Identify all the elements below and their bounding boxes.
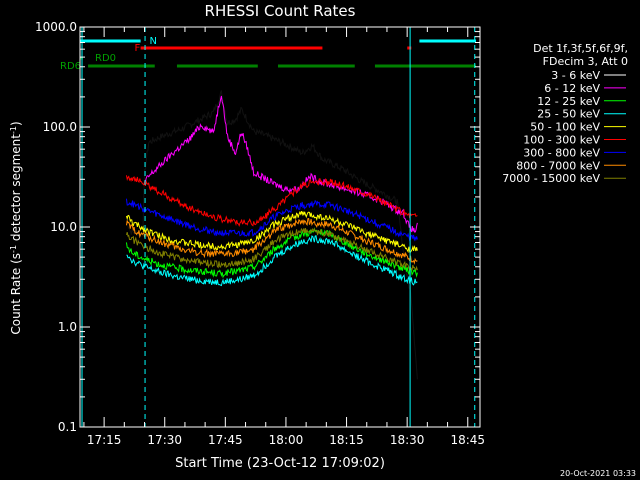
flag-bar-rd6-0 [88,64,155,68]
series-line-7000-15000-kev [125,227,418,272]
flag-bar-f-0 [140,46,323,50]
legend-label-50-100-kev: 50 - 100 keV [530,121,600,134]
series-line-12-25-kev [125,227,418,279]
y-tick-label: 0.1 [58,420,77,434]
y-tick-label: 10.0 [50,220,77,234]
flag-label-rd6: RD6 [60,61,81,72]
x-tick-label: 17:15 [87,433,122,447]
series-line-6-12-kev [144,95,418,233]
flag-bar-rd6-2 [277,64,355,68]
x-tick-label: 17:30 [147,433,182,447]
legend-label-7000-15000-kev: 7000 - 15000 keV [502,172,600,185]
legend-label-25-50-kev: 25 - 50 keV [537,108,600,121]
series-line-3-6-kev [125,90,418,380]
flag-label-n: N [149,36,156,47]
flag-label-f: F [135,43,141,54]
y-tick-label: 1.0 [58,320,77,334]
footer-timestamp: 20-Oct-2021 03:33 [560,469,636,478]
x-tick-label: 17:45 [208,433,243,447]
legend-header-line-1: Det 1f,3f,5f,6f,9f, [533,42,628,55]
y-tick-label: 1000.0 [35,20,77,34]
flag-label-rd0: RD0 [95,53,116,64]
series-line-100-300-kev [125,175,418,228]
legend-label-6-12-kev: 6 - 12 keV [544,82,600,95]
y-axis-ticks: 0.1 1.0 10.0 100.0 1000.0 [35,20,480,434]
flag-bar-f-1 [407,46,412,50]
chart-title: RHESSI Count Rates [205,2,356,20]
flag-bar-rd6-1 [176,64,258,68]
series-line-800-7000-kev [125,217,418,265]
legend-label-800-7000-kev: 800 - 7000 keV [516,159,600,172]
series-line-300-800-kev [125,198,418,242]
y-tick-label: 100.0 [43,120,77,134]
x-tick-label: 18:45 [450,433,485,447]
y-axis-label: Count Rate (s-1 detector segment-1) [9,121,24,334]
flag-bar-n-1 [419,39,476,43]
x-tick-label: 18:00 [269,433,304,447]
legend-label-12-25-kev: 12 - 25 keV [537,95,600,108]
legend-label-100-300-kev: 100 - 300 keV [523,134,600,147]
legend-label-3-6-kev: 3 - 6 keV [551,69,600,82]
series-lines [125,90,418,380]
flag-bar-rd0-0 [80,56,83,60]
x-axis-label: Start Time (23-Oct-12 17:09:02) [175,456,385,471]
series-line-50-100-kev [125,210,418,254]
flag-bars: NF RD0 RD6 [60,36,476,72]
x-tick-label: 18:15 [329,433,364,447]
flag-bar-rd6-3 [374,64,476,68]
series-line-25-50-kev [126,234,418,287]
x-axis-ticks: 17:15 17:30 17:45 18:00 18:15 18:30 18:45 [83,27,485,447]
flag-bar-n-0 [80,39,141,43]
legend-label-300-800-kev: 300 - 800 keV [523,146,600,159]
x-tick-label: 18:30 [390,433,425,447]
legend-header-line-2: FDecim 3, Att 0 [543,55,628,68]
